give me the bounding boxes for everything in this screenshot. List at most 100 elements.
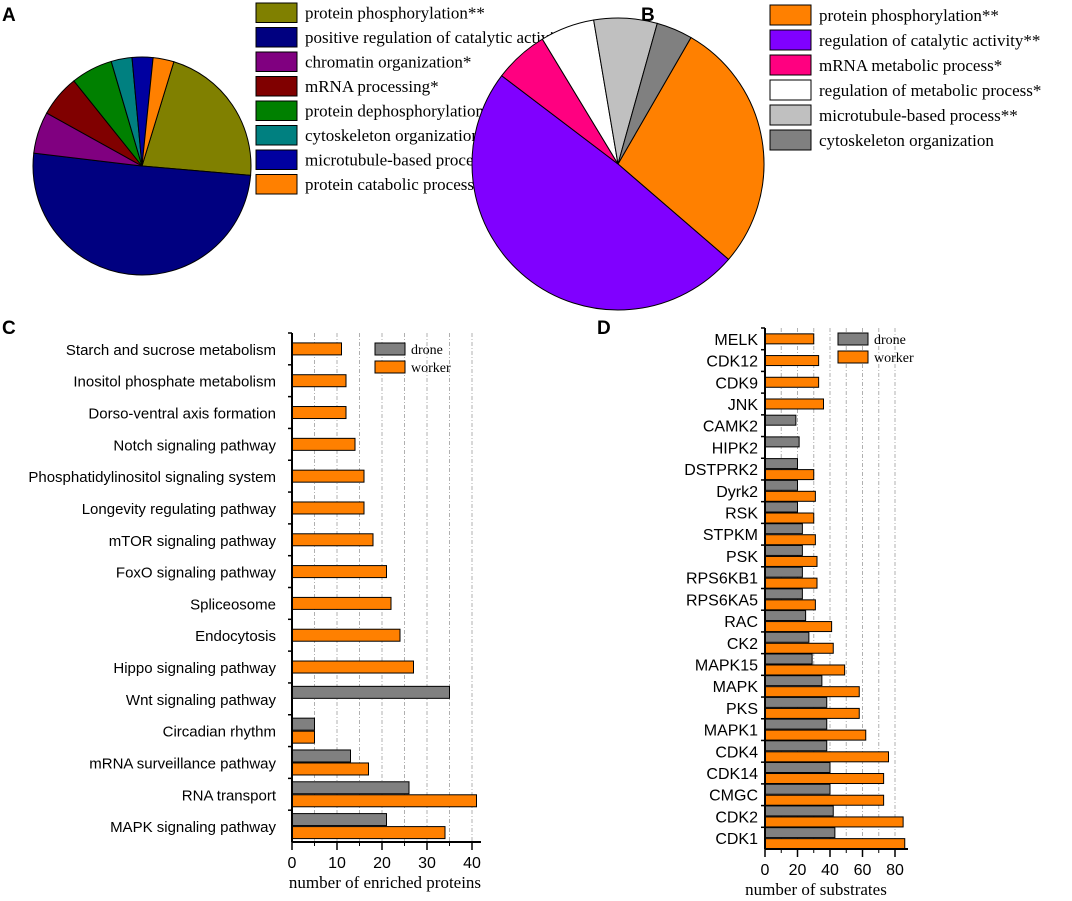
chart-c-bar-worker-1 bbox=[291, 374, 347, 388]
chart-d-category-label-5: HIPK2 bbox=[712, 440, 758, 457]
chart-c-category-label-7: FoxO signaling pathway bbox=[116, 565, 277, 582]
chart-c-bar-drone-11 bbox=[291, 685, 450, 699]
chart-d-bar-worker-6 bbox=[764, 469, 815, 481]
chart-d-x-tick-label-2: 40 bbox=[821, 862, 839, 879]
chart-d-bar-drone-20 bbox=[764, 762, 831, 774]
chart-c-legend-swatch-drone bbox=[374, 342, 406, 356]
chart-d-bar-drone-8 bbox=[764, 501, 798, 513]
pie-a-legend-swatch-5 bbox=[255, 125, 298, 146]
chart-d-legend-swatch-drone bbox=[837, 332, 869, 346]
chart-c-bar-worker-0 bbox=[291, 342, 342, 356]
chart-d-bar-drone-17 bbox=[764, 696, 828, 708]
pie-a-legend-label-2: chromatin organization* bbox=[305, 53, 471, 72]
pie-a-legend-swatch-7 bbox=[255, 174, 298, 195]
chart-c-category-label-15: MAPK signaling pathway bbox=[110, 819, 276, 836]
pie-legend-a: protein phosphorylation** positive regula… bbox=[255, 2, 576, 195]
chart-d-bar-drone-15 bbox=[764, 653, 813, 665]
chart-d-category-label-18: MAPK1 bbox=[704, 723, 758, 740]
chart-c-x-tick-label-3: 30 bbox=[418, 855, 436, 872]
chart-d-bar-drone-16 bbox=[764, 675, 823, 687]
chart-c-x-tick-label-2: 20 bbox=[373, 855, 391, 872]
chart-c-x-tick-label-4: 40 bbox=[463, 855, 481, 872]
chart-d-category-label-13: RAC bbox=[724, 614, 758, 631]
pie-b-legend-swatch-0 bbox=[769, 4, 812, 26]
chart-d-category-label-12: RPS6KA5 bbox=[686, 592, 758, 609]
pie-a-slice-7 bbox=[141, 57, 175, 167]
chart-d-category-label-11: RPS6KB1 bbox=[686, 571, 758, 588]
pie-a-legend-swatch-3 bbox=[255, 76, 298, 97]
chart-c-x-axis-title: number of enriched proteins bbox=[289, 873, 481, 892]
chart-c-category-label-13: mRNA surveillance pathway bbox=[89, 755, 276, 772]
chart-d-bar-worker-14 bbox=[764, 642, 834, 654]
chart-c-category-label-2: Dorso-ventral axis formation bbox=[88, 406, 276, 423]
chart-d-bar-drone-13 bbox=[764, 610, 807, 622]
chart-c-bar-worker-2 bbox=[291, 406, 347, 420]
chart-d-category-label-21: CMGC bbox=[709, 788, 758, 805]
chart-c-category-label-11: Wnt signaling pathway bbox=[126, 692, 277, 709]
chart-d-bar-worker-19 bbox=[764, 751, 889, 763]
pie-chart-b bbox=[471, 17, 765, 311]
chart-c-bar-worker-8 bbox=[291, 596, 392, 610]
chart-c-bar-worker-3 bbox=[291, 437, 356, 451]
pie-a-legend-label-3: mRNA processing* bbox=[305, 77, 439, 96]
chart-d-bar-worker-17 bbox=[764, 707, 860, 719]
chart-d-bar-worker-12 bbox=[764, 599, 816, 611]
chart-c-category-label-12: Circadian rhythm bbox=[163, 724, 276, 741]
chart-c-bar-drone-15 bbox=[291, 813, 387, 827]
chart-d-bar-drone-12 bbox=[764, 588, 803, 600]
pie-b-slice-1 bbox=[471, 75, 730, 311]
chart-c-category-label-14: RNA transport bbox=[182, 787, 277, 804]
chart-d-category-label-2: CDK9 bbox=[715, 375, 758, 392]
pie-chart-a bbox=[32, 56, 252, 276]
chart-c-category-label-3: Notch signaling pathway bbox=[113, 437, 276, 454]
pie-a-legend-swatch-4 bbox=[255, 100, 298, 121]
chart-d-category-label-17: PKS bbox=[726, 701, 758, 718]
chart-d-category-label-8: RSK bbox=[725, 506, 758, 523]
chart-c-legend-label-drone: drone bbox=[411, 343, 443, 358]
chart-c-bar-worker-6 bbox=[291, 533, 374, 547]
chart-c-bar-worker-7 bbox=[291, 565, 387, 579]
pie-a-legend-label-7: protein catabolic process bbox=[305, 175, 474, 194]
chart-c-bar-worker-5 bbox=[291, 501, 365, 515]
chart-d-bar-worker-20 bbox=[764, 773, 885, 785]
chart-c-bar-worker-15 bbox=[291, 826, 446, 840]
pie-b-legend-label-0: protein phosphorylation** bbox=[819, 6, 999, 25]
chart-d-bar-drone-23 bbox=[764, 827, 836, 839]
panel-letter-a: A bbox=[2, 5, 16, 26]
chart-c-bar-worker-14 bbox=[291, 794, 477, 808]
pie-a-legend-swatch-1 bbox=[255, 27, 298, 48]
chart-c-x-tick-label-1: 10 bbox=[328, 855, 346, 872]
bar-chart-d: MELK CDK12 CDK9 JNK CAMK2 HIPK2 DSTPRK2 Dyrk2 RS… bbox=[684, 327, 914, 899]
chart-d-bar-drone-19 bbox=[764, 740, 828, 752]
chart-d-legend-swatch-worker bbox=[837, 350, 869, 364]
chart-c-x-tick-label-0: 0 bbox=[288, 855, 297, 872]
chart-d-x-tick-label-3: 60 bbox=[854, 862, 872, 879]
pie-a-legend-label-5: cytoskeleton organization bbox=[305, 126, 480, 145]
chart-d-x-axis-title: number of substrates bbox=[745, 880, 887, 899]
chart-d-bar-worker-8 bbox=[764, 512, 815, 524]
chart-d-bar-worker-21 bbox=[764, 794, 885, 806]
chart-d-bar-drone-14 bbox=[764, 631, 810, 643]
pie-b-legend-label-4: microtubule-based process** bbox=[819, 106, 1018, 125]
chart-d-category-label-22: CDK2 bbox=[715, 809, 758, 826]
chart-d-bar-worker-23 bbox=[764, 838, 906, 850]
chart-d-category-label-1: CDK12 bbox=[706, 354, 758, 371]
chart-d-bar-drone-7 bbox=[764, 479, 798, 491]
chart-d-bar-drone-5 bbox=[764, 436, 800, 448]
pie-b-slice-5 bbox=[617, 22, 692, 165]
pie-a-legend-swatch-2 bbox=[255, 51, 298, 72]
pie-b-legend-swatch-3 bbox=[769, 79, 812, 101]
pie-b-legend-swatch-5 bbox=[769, 129, 812, 151]
pie-a-legend-label-0: protein phosphorylation** bbox=[305, 4, 485, 23]
pie-a-legend-swatch-6 bbox=[255, 149, 298, 170]
pie-a-legend-label-4: protein dephosphorylation bbox=[305, 102, 484, 121]
chart-d-x-tick-label-1: 20 bbox=[789, 862, 807, 879]
chart-d-category-label-20: CDK14 bbox=[706, 766, 758, 783]
chart-d-bar-worker-7 bbox=[764, 490, 816, 502]
pie-b-legend-swatch-2 bbox=[769, 54, 812, 76]
chart-d-bar-worker-1 bbox=[764, 355, 820, 367]
chart-d-category-label-0: MELK bbox=[714, 332, 758, 349]
chart-d-category-label-16: MAPK bbox=[713, 679, 759, 696]
chart-d-bar-worker-2 bbox=[764, 376, 820, 388]
